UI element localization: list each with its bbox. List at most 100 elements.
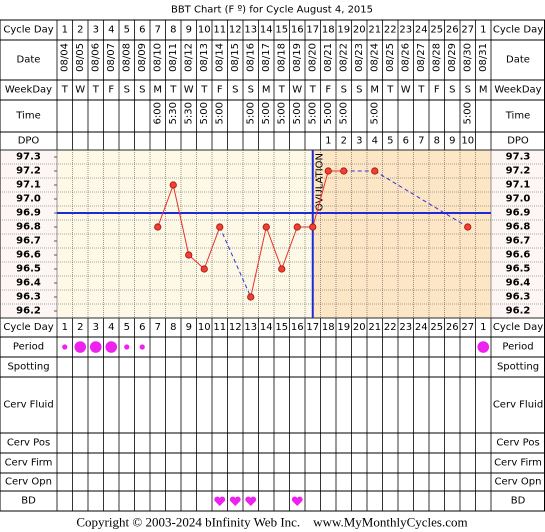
weekday: F — [325, 85, 331, 96]
cycle-day: 8 — [170, 322, 176, 333]
temperature-point — [169, 181, 177, 189]
date: 08/26 — [400, 43, 411, 72]
cycle-day: 22 — [384, 25, 397, 36]
y-tick-label: 96.8 — [16, 222, 41, 233]
weekday: T — [169, 85, 177, 96]
temperature-point — [309, 223, 317, 231]
date: 08/30 — [462, 43, 473, 72]
y-tick-label: 96.4 — [16, 278, 41, 289]
y-tick-label: 96.2 — [16, 306, 41, 317]
date: 08/09 — [137, 43, 148, 72]
period-dot — [62, 344, 68, 350]
dpo: 5 — [387, 136, 393, 147]
cycle-day: 23 — [399, 322, 412, 333]
bd-heart — [245, 496, 257, 506]
cycle-day: 5 — [124, 25, 130, 36]
date: 08/28 — [431, 43, 442, 72]
y-tick-label: 96.3 — [506, 292, 531, 303]
time: 5:00 — [338, 102, 349, 124]
temperature-point — [200, 265, 208, 273]
weekday: T — [61, 85, 69, 96]
dpo: 4 — [372, 136, 378, 147]
cycle-day: 1 — [62, 25, 68, 36]
weekday: W — [401, 85, 411, 96]
date: 08/07 — [106, 43, 117, 72]
date: 08/10 — [152, 43, 163, 72]
row-label: Time — [15, 111, 40, 122]
cycle-day: 2 — [77, 25, 83, 36]
cycle-day: 9 — [186, 322, 192, 333]
weekday: S — [124, 85, 130, 96]
weekday: S — [356, 85, 362, 96]
weekday: W — [184, 85, 194, 96]
cycle-day: 7 — [155, 322, 161, 333]
date: 08/24 — [369, 43, 380, 72]
weekday: T — [278, 85, 286, 96]
cycle-day: 2 — [77, 322, 83, 333]
weekday: T — [386, 85, 394, 96]
weekday: T — [417, 85, 425, 96]
cycle-day: 15 — [275, 25, 288, 36]
cycle-day: 5 — [124, 322, 130, 333]
dpo: 1 — [325, 136, 331, 147]
row-label: Cerv Fluid — [3, 400, 53, 411]
time: 5:30 — [168, 102, 179, 124]
cycle-day: 18 — [322, 25, 335, 36]
cycle-day: 6 — [139, 322, 145, 333]
title: BBT Chart (F º) for Cycle August 4, 2015 — [171, 5, 373, 16]
date: 08/12 — [183, 43, 194, 72]
row-label: Cerv Opn — [495, 477, 542, 488]
cycle-day: 23 — [399, 25, 412, 36]
row-label: Cycle Day — [493, 25, 543, 36]
weekday: M — [370, 85, 379, 96]
cycle-day: 27 — [461, 25, 474, 36]
time: 5:00 — [245, 102, 256, 124]
dpo: 8 — [434, 136, 440, 147]
cycle-day: 14 — [260, 25, 273, 36]
row-label: Cerv Pos — [496, 438, 539, 449]
time: 5:00 — [462, 102, 473, 124]
cycle-day: 15 — [275, 322, 288, 333]
weekday: T — [309, 85, 317, 96]
date: 08/19 — [292, 43, 303, 72]
cycle-day: 13 — [244, 322, 257, 333]
cycle-day: 12 — [229, 322, 242, 333]
date: 08/13 — [199, 43, 210, 72]
weekday: F — [108, 85, 114, 96]
weekday: F — [217, 85, 223, 96]
cycle-day: 17 — [306, 322, 319, 333]
cycle-day: 3 — [93, 25, 99, 36]
weekday: S — [449, 85, 455, 96]
time: 5:00 — [292, 102, 303, 124]
y-tick-label: 96.7 — [506, 236, 531, 247]
ovulation-label: OVULATION — [314, 153, 325, 211]
time: 6:00 — [152, 102, 163, 124]
row-label: Cerv Opn — [5, 477, 52, 488]
row-label: WeekDay — [5, 85, 52, 96]
y-tick-label: 96.7 — [16, 236, 41, 247]
time: 5:30 — [183, 102, 194, 124]
time: 5:00 — [214, 102, 225, 124]
cycle-day: 26 — [446, 322, 459, 333]
row-label: Date — [506, 55, 530, 66]
footer: Copyright © 2003-2024 bInfinity Web Inc.… — [76, 515, 467, 530]
y-tick-label: 96.2 — [506, 306, 531, 317]
weekday: M — [479, 85, 488, 96]
weekday: W — [75, 85, 85, 96]
bd-heart — [229, 496, 241, 506]
y-tick-label: 97.0 — [506, 194, 531, 205]
cycle-day: 19 — [337, 322, 350, 333]
cycle-day: 22 — [384, 322, 397, 333]
y-tick-label: 96.4 — [506, 278, 531, 289]
date: 08/11 — [168, 43, 179, 72]
date: 08/16 — [245, 43, 256, 72]
date: 08/23 — [354, 43, 365, 72]
cycle-day: 19 — [337, 25, 350, 36]
dpo: 9 — [449, 136, 455, 147]
temperature-point — [371, 167, 379, 175]
cycle-day: 20 — [353, 322, 366, 333]
weekday: M — [262, 85, 271, 96]
row-label: Cycle Day — [3, 25, 53, 36]
cycle-day: 18 — [322, 322, 335, 333]
